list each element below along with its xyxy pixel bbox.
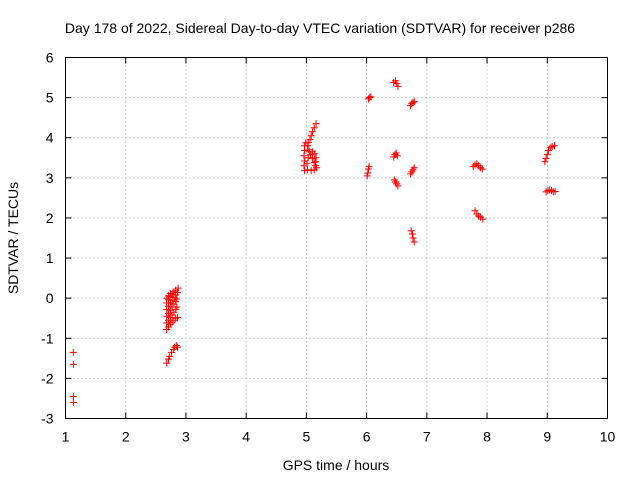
data-point bbox=[172, 314, 180, 322]
data-point bbox=[172, 341, 180, 349]
y-tick-label: 3 bbox=[46, 170, 54, 186]
data-point bbox=[310, 124, 318, 132]
y-tick-label: -3 bbox=[41, 411, 54, 427]
x-tick-labels: 1 2 3 4 5 6 7 8 9 10 bbox=[62, 429, 616, 445]
chart-title: Day 178 of 2022, Sidereal Day-to-day VTE… bbox=[65, 20, 575, 36]
data-point bbox=[551, 142, 559, 150]
data-point bbox=[69, 392, 77, 400]
data-point bbox=[312, 154, 320, 162]
y-tick-label: 4 bbox=[46, 130, 54, 146]
data-point bbox=[174, 343, 182, 351]
data-point bbox=[300, 152, 308, 160]
x-tick-label: 4 bbox=[242, 429, 250, 445]
y-tick-label: 6 bbox=[46, 50, 54, 66]
data-point bbox=[394, 182, 402, 190]
data-point bbox=[393, 152, 401, 160]
data-point bbox=[366, 94, 374, 102]
data-point bbox=[408, 230, 416, 238]
data-point bbox=[304, 166, 312, 174]
data-point bbox=[542, 188, 550, 196]
y-tick-label: 1 bbox=[46, 250, 54, 266]
data-point bbox=[475, 212, 483, 220]
y-tick-label: 5 bbox=[46, 90, 54, 106]
data-point bbox=[551, 187, 559, 195]
data-point bbox=[304, 154, 312, 162]
x-tick-label: 9 bbox=[543, 429, 551, 445]
data-point bbox=[69, 360, 77, 368]
data-point bbox=[469, 163, 477, 171]
x-tick-label: 10 bbox=[600, 429, 616, 445]
y-axis-label: SDTVAR / TECUs bbox=[5, 182, 21, 294]
data-point bbox=[546, 144, 554, 152]
plot-area-frame bbox=[65, 57, 608, 419]
data-point bbox=[407, 227, 415, 235]
x-tick-label: 8 bbox=[483, 429, 491, 445]
x-tick-label: 1 bbox=[62, 429, 70, 445]
data-point bbox=[311, 150, 319, 158]
x-tick-label: 2 bbox=[122, 429, 130, 445]
data-point bbox=[69, 398, 77, 406]
data-point bbox=[307, 132, 315, 140]
data-point bbox=[478, 165, 486, 173]
data-point bbox=[308, 155, 316, 163]
y-tick-label: -2 bbox=[41, 370, 54, 386]
data-point bbox=[367, 93, 375, 101]
data-point bbox=[364, 169, 372, 177]
data-point bbox=[311, 158, 319, 166]
y-tick-label: 0 bbox=[46, 290, 54, 306]
data-point bbox=[301, 167, 309, 175]
x-tick-label: 7 bbox=[423, 429, 431, 445]
data-point bbox=[69, 348, 77, 356]
data-point bbox=[546, 186, 554, 194]
data-point bbox=[170, 288, 178, 296]
data-point bbox=[479, 215, 487, 223]
y-tick-label: 2 bbox=[46, 210, 54, 226]
x-axis-label: GPS time / hours bbox=[283, 457, 390, 473]
data-point bbox=[394, 82, 402, 90]
data-point bbox=[390, 78, 398, 86]
data-point bbox=[164, 309, 172, 317]
data-point bbox=[541, 158, 549, 166]
data-point bbox=[173, 295, 181, 303]
axis-ticks bbox=[65, 57, 608, 419]
x-tick-label: 5 bbox=[302, 429, 310, 445]
data-point bbox=[471, 161, 479, 169]
data-point bbox=[174, 284, 182, 292]
y-tick-label: -1 bbox=[41, 330, 54, 346]
y-tick-labels: -3 -2 -1 0 1 2 3 4 5 6 bbox=[41, 50, 54, 427]
data-point bbox=[163, 305, 171, 313]
x-tick-label: 6 bbox=[363, 429, 371, 445]
data-point bbox=[303, 160, 311, 168]
data-point bbox=[166, 352, 174, 360]
data-point bbox=[476, 164, 484, 172]
grid-lines bbox=[65, 57, 608, 419]
data-point bbox=[471, 207, 479, 215]
data-point bbox=[166, 306, 174, 314]
data-point bbox=[174, 313, 182, 321]
data-point bbox=[543, 151, 551, 159]
x-tick-label: 3 bbox=[182, 429, 190, 445]
data-point bbox=[547, 187, 555, 195]
data-points bbox=[69, 77, 559, 406]
data-point bbox=[410, 98, 418, 106]
data-point bbox=[164, 302, 172, 310]
data-point bbox=[308, 128, 316, 136]
data-point bbox=[166, 289, 174, 297]
data-point bbox=[410, 164, 418, 172]
data-point bbox=[307, 167, 315, 175]
data-point bbox=[409, 98, 417, 106]
data-point bbox=[542, 155, 550, 163]
data-point bbox=[163, 359, 171, 367]
data-point bbox=[365, 163, 373, 171]
data-point bbox=[310, 159, 318, 167]
data-point bbox=[306, 136, 314, 144]
data-point bbox=[312, 120, 320, 128]
data-point bbox=[304, 142, 312, 150]
data-point bbox=[409, 234, 417, 242]
data-point bbox=[410, 238, 418, 246]
